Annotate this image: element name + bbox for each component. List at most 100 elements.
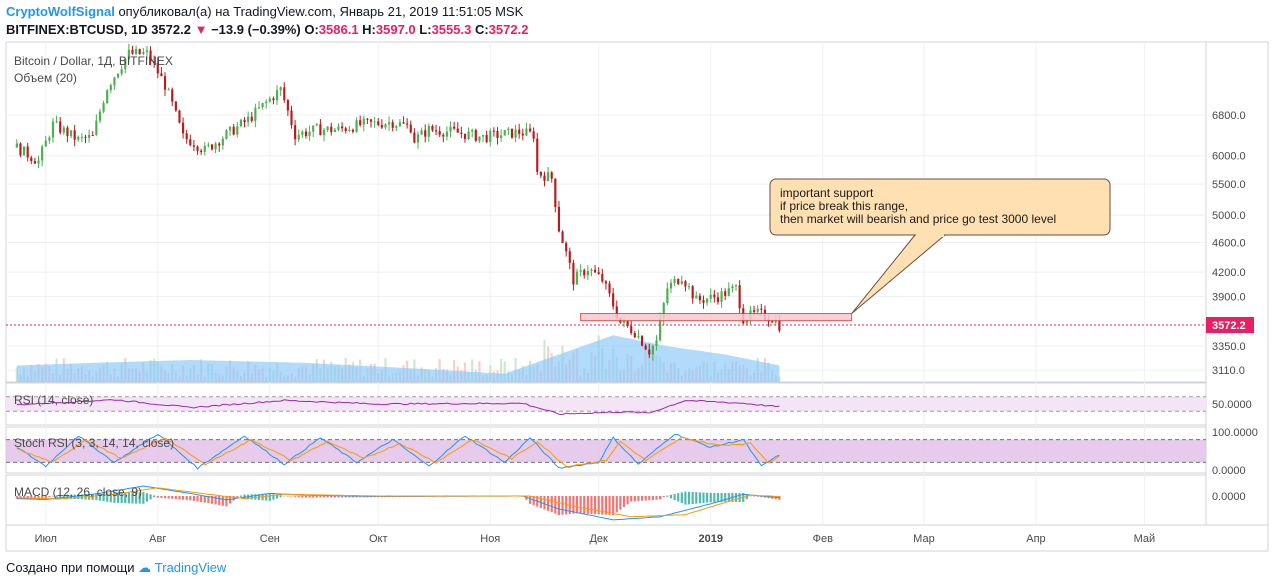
candle[interactable] <box>669 279 673 294</box>
candle[interactable] <box>116 73 120 79</box>
candle[interactable] <box>731 283 734 293</box>
candle[interactable] <box>380 119 383 129</box>
candle[interactable] <box>500 129 503 142</box>
candle[interactable] <box>236 122 239 138</box>
candle[interactable] <box>366 118 369 125</box>
candle[interactable] <box>272 96 275 105</box>
candle[interactable] <box>312 125 315 138</box>
candle[interactable] <box>127 43 130 62</box>
candle[interactable] <box>424 124 427 143</box>
candle[interactable] <box>369 118 373 128</box>
candle[interactable] <box>409 120 412 134</box>
candle[interactable] <box>456 122 459 133</box>
candle[interactable] <box>554 178 557 213</box>
candle[interactable] <box>33 157 36 164</box>
candle[interactable] <box>395 125 398 131</box>
candle[interactable] <box>442 133 445 143</box>
candle[interactable] <box>221 136 224 150</box>
candle[interactable] <box>518 123 521 139</box>
candle[interactable] <box>149 46 152 66</box>
candle[interactable] <box>420 127 423 135</box>
candle[interactable] <box>138 48 141 55</box>
candle[interactable] <box>474 128 477 142</box>
candle[interactable] <box>359 115 362 127</box>
candle[interactable] <box>348 125 351 132</box>
candle[interactable] <box>214 141 217 154</box>
candle[interactable] <box>185 129 188 144</box>
candle[interactable] <box>178 109 181 124</box>
candle[interactable] <box>373 116 376 128</box>
candle[interactable] <box>48 135 51 144</box>
candle[interactable] <box>135 45 138 56</box>
author-link[interactable]: CryptoWolfSignal <box>6 4 115 19</box>
candle[interactable] <box>41 144 44 167</box>
candle[interactable] <box>398 118 402 128</box>
candle[interactable] <box>232 124 235 136</box>
candle[interactable] <box>167 87 170 91</box>
candle[interactable] <box>207 142 210 148</box>
candle[interactable] <box>250 111 253 123</box>
candle[interactable] <box>467 127 470 141</box>
candle[interactable] <box>265 99 268 109</box>
candle[interactable] <box>583 268 586 279</box>
candle[interactable] <box>453 121 456 131</box>
candle[interactable] <box>460 126 463 139</box>
candle[interactable] <box>471 128 474 138</box>
time-axis[interactable] <box>5 524 1269 552</box>
candle[interactable] <box>283 82 286 103</box>
candle[interactable] <box>44 135 47 147</box>
candle[interactable] <box>73 124 76 147</box>
candle[interactable] <box>550 171 553 183</box>
candle[interactable] <box>590 268 593 277</box>
candle[interactable] <box>163 72 167 97</box>
candle[interactable] <box>210 143 214 151</box>
candle[interactable] <box>26 142 29 162</box>
candle[interactable] <box>77 135 80 142</box>
candle[interactable] <box>153 55 156 68</box>
candle[interactable] <box>510 128 514 139</box>
candle[interactable] <box>156 57 159 79</box>
candle[interactable] <box>131 45 134 55</box>
candle[interactable] <box>243 117 246 128</box>
candle[interactable] <box>626 320 629 328</box>
candle[interactable] <box>557 200 561 233</box>
candle[interactable] <box>612 287 615 310</box>
candle[interactable] <box>608 280 611 297</box>
candle[interactable] <box>572 259 575 291</box>
candle[interactable] <box>106 89 109 105</box>
candle[interactable] <box>521 128 524 141</box>
candle[interactable] <box>19 142 22 158</box>
candle[interactable] <box>192 140 196 151</box>
candle[interactable] <box>666 282 669 306</box>
candle[interactable] <box>630 320 633 335</box>
candle[interactable] <box>673 275 676 287</box>
candle[interactable] <box>51 117 55 143</box>
candle[interactable] <box>445 126 448 141</box>
candle[interactable] <box>727 282 730 297</box>
support-zone[interactable] <box>580 313 853 322</box>
tradingview-link[interactable]: TradingView <box>154 560 227 575</box>
candle[interactable] <box>481 134 485 143</box>
candle[interactable] <box>124 58 127 74</box>
candle[interactable] <box>720 287 723 308</box>
candle[interactable] <box>648 343 651 358</box>
candle[interactable] <box>315 123 318 127</box>
candle[interactable] <box>182 117 185 139</box>
candle[interactable] <box>275 85 279 105</box>
candle[interactable] <box>362 115 365 132</box>
candle[interactable] <box>308 125 311 141</box>
candle[interactable] <box>604 280 608 290</box>
candle[interactable] <box>333 127 336 133</box>
candle[interactable] <box>489 128 492 147</box>
candle[interactable] <box>416 131 420 149</box>
candle[interactable] <box>716 292 720 305</box>
candle[interactable] <box>738 280 741 314</box>
candle[interactable] <box>239 118 242 128</box>
candle[interactable] <box>109 83 112 94</box>
candle[interactable] <box>22 146 26 156</box>
candle[interactable] <box>319 119 322 136</box>
candle[interactable] <box>196 145 199 155</box>
candle[interactable] <box>218 142 221 152</box>
candle[interactable] <box>301 129 304 138</box>
